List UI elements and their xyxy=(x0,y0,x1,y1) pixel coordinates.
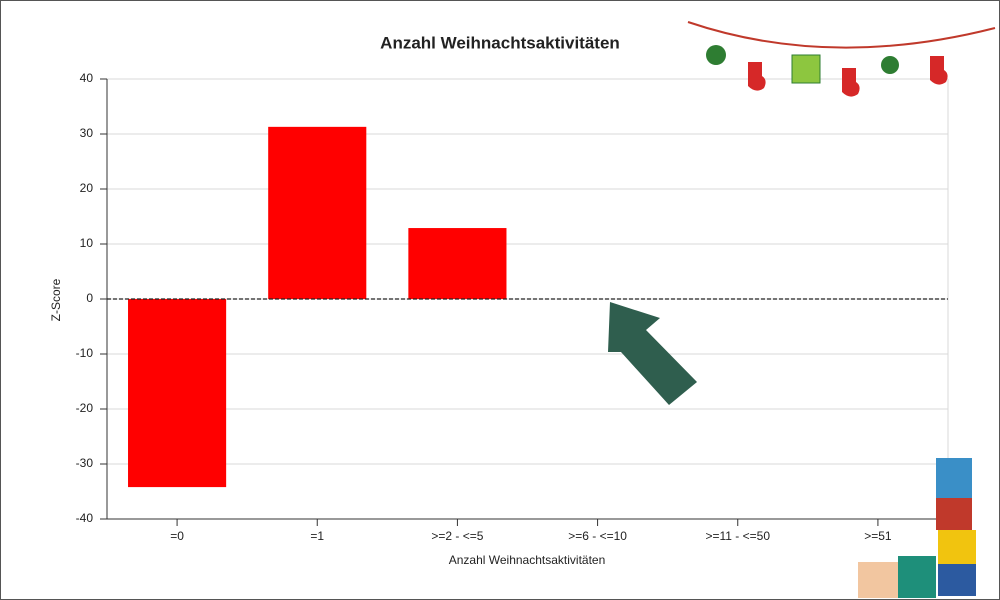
y-tick-label: -10 xyxy=(76,346,94,360)
holly xyxy=(881,56,899,74)
decoration xyxy=(687,21,996,598)
gift xyxy=(898,556,936,598)
y-tick-label: 40 xyxy=(80,71,94,85)
garland xyxy=(687,21,996,49)
x-tick-label: >=6 - <=10 xyxy=(568,529,627,543)
stocking xyxy=(930,56,948,85)
bar xyxy=(408,228,507,299)
bar xyxy=(268,126,367,299)
y-tick-label: -40 xyxy=(76,511,94,525)
stocking xyxy=(748,62,766,91)
stocking xyxy=(842,68,860,97)
gift xyxy=(791,54,821,84)
y-tick-label: -30 xyxy=(76,456,94,470)
holly xyxy=(706,45,726,65)
y-tick-label: 20 xyxy=(80,181,94,195)
y-tick-label: 30 xyxy=(80,126,94,140)
y-tick-label: 10 xyxy=(80,236,94,250)
arrow xyxy=(608,302,697,405)
gift xyxy=(938,564,976,596)
gift xyxy=(858,562,898,598)
x-tick-label: >=51 xyxy=(864,529,892,543)
chart-title: Anzahl Weihnachtsaktivitäten xyxy=(380,33,620,52)
x-tick-label: =1 xyxy=(310,529,324,543)
gift xyxy=(936,458,972,498)
x-axis-label: Anzahl Weihnachtsaktivitäten xyxy=(449,553,606,567)
y-axis-label: Z-Score xyxy=(49,278,63,321)
gift xyxy=(936,498,972,530)
y-tick-label: -20 xyxy=(76,401,94,415)
x-tick-label: >=2 - <=5 xyxy=(431,529,483,543)
x-tick-label: =0 xyxy=(170,529,184,543)
y-tick-label: 0 xyxy=(86,291,93,305)
bar xyxy=(128,299,227,488)
x-tick-label: >=11 - <=50 xyxy=(706,529,771,543)
gift xyxy=(938,530,976,564)
